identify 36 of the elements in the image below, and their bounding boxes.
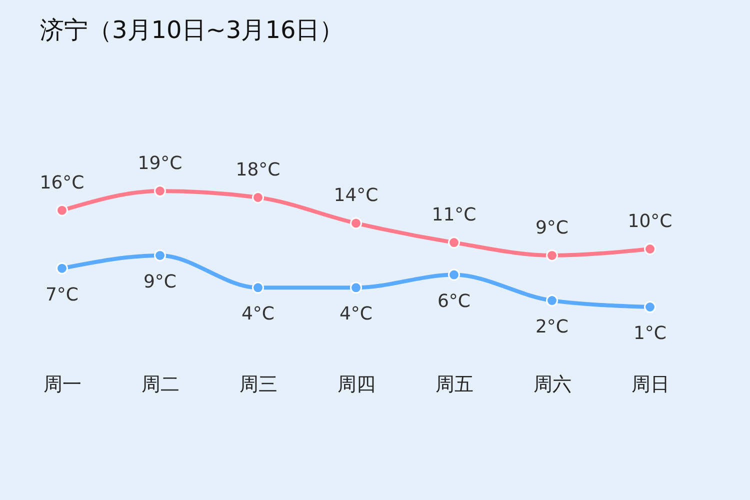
point: [56, 262, 68, 274]
data-label: 18°C: [236, 159, 280, 180]
x-tick-label: 周五: [436, 374, 474, 396]
data-label: 9°C: [143, 271, 177, 292]
chart-title: 济宁（3月10日~3月16日）: [40, 16, 344, 44]
x-tick-label: 周三: [240, 374, 278, 396]
point: [644, 301, 656, 313]
point: [448, 268, 460, 281]
point: [448, 236, 460, 249]
point: [252, 282, 264, 294]
data-label: 6°C: [437, 290, 471, 312]
data-label: 1°C: [633, 323, 667, 344]
point: [644, 243, 656, 255]
point: [350, 217, 362, 230]
data-label: 7°C: [45, 284, 79, 306]
point: [350, 282, 362, 294]
data-label: 9°C: [535, 217, 569, 238]
data-label: 10°C: [628, 211, 672, 232]
point: [546, 294, 558, 307]
data-label: 16°C: [40, 172, 84, 194]
data-label: 11°C: [432, 204, 476, 226]
x-tick-label: 周六: [534, 374, 572, 396]
point: [56, 204, 68, 216]
point: [252, 191, 264, 204]
x-tick-label: 周日: [632, 374, 670, 396]
data-label: 19°C: [138, 153, 182, 174]
data-label: 4°C: [241, 304, 275, 325]
x-tick-label: 周一: [44, 374, 82, 396]
point: [154, 185, 166, 197]
point: [546, 249, 558, 262]
x-tick-label: 周二: [142, 374, 180, 396]
data-label: 14°C: [334, 185, 378, 206]
x-tick-label: 周四: [338, 374, 376, 396]
point: [154, 249, 166, 262]
data-label: 4°C: [339, 304, 373, 325]
data-label: 2°C: [535, 316, 569, 338]
